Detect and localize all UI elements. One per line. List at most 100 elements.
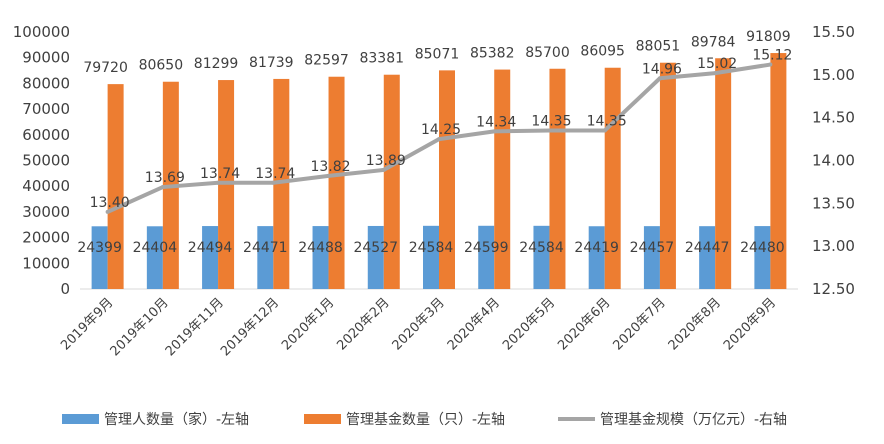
bar-manager-count — [257, 226, 274, 289]
y-right-tick-label: 14.50 — [812, 109, 855, 127]
bar-manager-count — [699, 226, 716, 289]
data-label-fund-count: 81739 — [249, 55, 294, 71]
bar-manager-count — [367, 225, 384, 289]
legend: 管理人数量（家）-左轴 管理基金数量（只）-左轴 管理基金规模（万亿元）-右轴 — [62, 411, 787, 428]
data-label-manager-count: 24599 — [464, 240, 509, 256]
labels-fund-count: 79720 80650 81299 81739 82597 83381 85071 85382… — [83, 29, 790, 76]
data-label-manager-count: 24480 — [740, 240, 785, 256]
y-right-tick-label: 15.50 — [812, 23, 855, 41]
bar-fund-count — [383, 74, 400, 289]
bar-manager-count — [146, 226, 163, 289]
data-label-fund-count: 82597 — [304, 53, 349, 69]
x-tick-label: 2020年1月 — [279, 295, 337, 353]
bar-manager-count — [91, 226, 108, 289]
data-label-fund-count: 83381 — [359, 51, 404, 67]
x-tick-label: 2020年7月 — [611, 295, 669, 353]
x-tick-label: 2020年2月 — [334, 295, 392, 353]
x-tick-label: 2019年9月 — [58, 295, 116, 353]
bar-manager-count — [423, 225, 439, 289]
bar-fund-count — [328, 76, 345, 289]
x-tick-label: 2019年12月 — [218, 295, 282, 359]
point-fund-scale — [326, 173, 331, 178]
legend-swatch-manager-count — [62, 414, 99, 424]
labels-manager-count: 24399 24404 24494 24471 24488 24527 24584 24599… — [77, 240, 784, 256]
bar-manager-count — [478, 225, 495, 289]
data-label-manager-count: 24584 — [409, 240, 454, 256]
bar-fund-count — [273, 78, 290, 289]
bar-fund-count — [549, 68, 566, 289]
x-tick-label: 2019年10月 — [108, 295, 172, 359]
y-right-tick-label: 13.50 — [812, 194, 855, 212]
bar-fund-count — [659, 62, 676, 290]
x-tick-label: 2020年8月 — [666, 295, 724, 353]
data-label-manager-count: 24404 — [133, 240, 178, 256]
data-label-fund-count: 91809 — [746, 29, 791, 45]
y-left-tick-label: 50000 — [22, 152, 70, 170]
bar-fund-count — [494, 69, 511, 289]
data-label-fund-scale: 14.35 — [587, 114, 627, 130]
data-label-fund-scale: 13.89 — [366, 153, 406, 169]
data-label-fund-count: 81299 — [194, 56, 239, 72]
data-label-manager-count: 24488 — [298, 240, 343, 256]
legend-swatch-fund-count — [304, 414, 341, 424]
x-tick-label: 2020年3月 — [390, 295, 448, 353]
point-fund-scale — [547, 128, 552, 133]
data-label-fund-scale: 14.96 — [642, 61, 682, 77]
data-label-fund-count: 85700 — [525, 45, 570, 61]
y-right-tick-label: 13.00 — [812, 237, 855, 255]
bar-fund-count — [715, 58, 732, 289]
data-label-fund-scale: 15.02 — [697, 56, 737, 72]
data-label-fund-count: 88051 — [636, 39, 681, 55]
data-label-fund-scale: 13.74 — [200, 166, 240, 182]
data-label-fund-count: 89784 — [691, 34, 736, 50]
data-label-fund-scale: 15.12 — [752, 48, 792, 64]
data-label-fund-count: 80650 — [139, 58, 184, 74]
point-fund-scale — [768, 62, 773, 67]
y-right-axis: 12.50 13.00 13.50 14.00 14.50 15.00 15.50 — [812, 23, 855, 298]
legend-label-fund-scale: 管理基金规模（万亿元）-右轴 — [600, 411, 787, 428]
data-label-fund-scale: 13.74 — [255, 166, 295, 182]
data-label-manager-count: 24471 — [243, 240, 288, 256]
point-fund-scale — [381, 167, 386, 172]
y-right-tick-label: 14.00 — [812, 152, 855, 170]
y-left-tick-label: 0 — [60, 280, 70, 298]
data-label-manager-count: 24447 — [685, 240, 730, 256]
data-label-fund-count: 86095 — [580, 44, 625, 60]
y-right-tick-label: 12.50 — [812, 280, 855, 298]
point-fund-scale — [492, 129, 497, 134]
data-label-manager-count: 24494 — [188, 240, 233, 256]
point-fund-scale — [437, 137, 441, 142]
y-left-tick-label: 40000 — [22, 177, 70, 195]
bar-fund-count — [604, 67, 621, 290]
data-label-fund-count: 85071 — [415, 46, 460, 62]
data-label-fund-scale: 14.34 — [476, 114, 516, 130]
data-label-fund-scale: 13.69 — [145, 170, 185, 186]
y-left-tick-label: 80000 — [22, 74, 70, 92]
bar-fund-count — [439, 70, 455, 290]
bar-manager-count — [312, 226, 329, 289]
point-fund-scale — [105, 209, 110, 214]
y-left-tick-label: 30000 — [22, 203, 70, 221]
data-label-fund-scale: 14.35 — [531, 114, 571, 130]
data-label-fund-scale: 13.40 — [90, 195, 130, 211]
y-left-axis: 0 10000 20000 30000 40000 50000 60000 70000 8000… — [13, 23, 70, 298]
data-label-fund-count: 85382 — [470, 46, 515, 62]
bar-fund-count — [770, 53, 787, 289]
y-left-tick-label: 100000 — [13, 23, 70, 41]
point-fund-scale — [216, 180, 221, 185]
x-tick-label: 2019年11月 — [163, 295, 227, 359]
data-label-fund-scale: 13.82 — [310, 159, 350, 175]
bar-manager-count — [754, 226, 771, 289]
y-left-tick-label: 70000 — [22, 100, 70, 118]
y-left-tick-label: 10000 — [22, 254, 70, 272]
point-fund-scale — [713, 71, 718, 76]
data-label-fund-scale: 14.25 — [421, 122, 461, 138]
x-tick-label: 2020年5月 — [500, 295, 558, 353]
data-label-manager-count: 24584 — [519, 240, 564, 256]
point-fund-scale — [602, 128, 607, 133]
x-tick-label: 2020年6月 — [555, 295, 613, 353]
data-label-manager-count: 24399 — [77, 240, 122, 256]
labels-fund-scale: 13.40 13.69 13.74 13.74 13.82 13.89 14.25 14.34… — [90, 48, 793, 211]
line-fund-scale — [105, 62, 773, 214]
y-left-tick-label: 20000 — [22, 229, 70, 247]
